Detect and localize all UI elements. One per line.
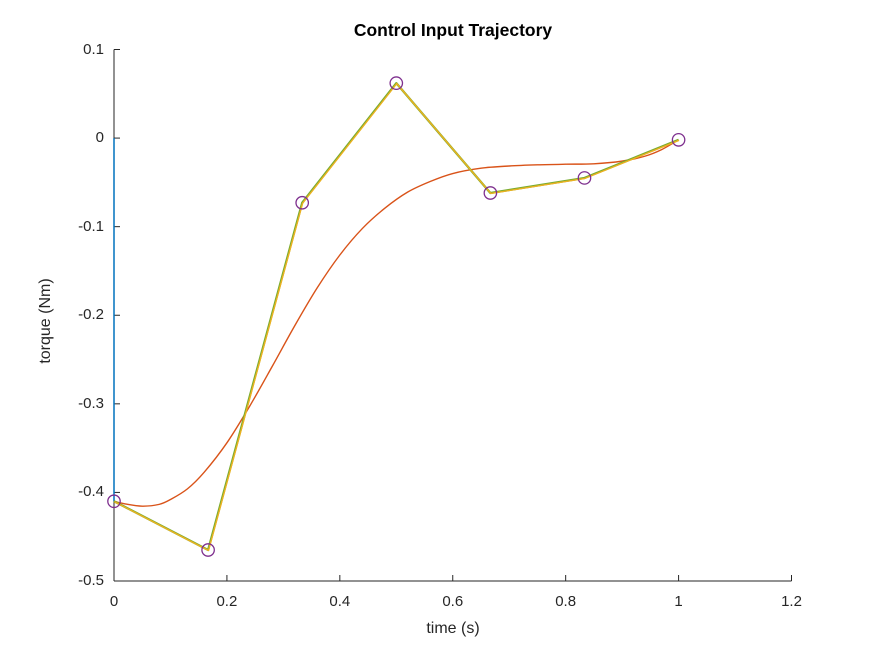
x-tick-label: 1.2 bbox=[781, 593, 802, 610]
y-tick-label: 0 bbox=[95, 129, 104, 147]
knot-markers-point bbox=[577, 171, 592, 185]
knot-markers-point bbox=[107, 494, 121, 509]
knot-markers-point bbox=[671, 133, 686, 147]
knot-markers-point bbox=[295, 195, 310, 210]
y-tick-label: 0.1 bbox=[83, 40, 104, 58]
knot-markers-point bbox=[483, 186, 498, 200]
y-tick-label: -0.2 bbox=[78, 306, 104, 324]
y-tick-label: -0.3 bbox=[78, 394, 104, 412]
knot-markers-point bbox=[389, 76, 404, 91]
smooth-interpolation-curve bbox=[113, 139, 679, 507]
x-tick-label: 0.2 bbox=[216, 593, 238, 610]
y-tick-label: -0.5 bbox=[78, 572, 104, 589]
x-axis-label: time (s) bbox=[426, 620, 480, 637]
knot-polyline-green-underlay bbox=[113, 82, 680, 552]
x-tick-label: 0.8 bbox=[555, 593, 577, 610]
knot-polyline-yellow bbox=[114, 82, 680, 552]
chart-title: Control Input Trajectory bbox=[353, 20, 553, 40]
x-tick-label: 1 bbox=[674, 593, 683, 610]
x-tick-label: 0 bbox=[109, 593, 119, 610]
x-tick-label: 0.6 bbox=[442, 593, 464, 610]
y-tick-label: -0.1 bbox=[78, 217, 104, 235]
x-tick-label: 0.4 bbox=[329, 593, 351, 610]
knot-markers-point bbox=[201, 543, 215, 557]
y-tick-label: -0.4 bbox=[78, 483, 104, 501]
